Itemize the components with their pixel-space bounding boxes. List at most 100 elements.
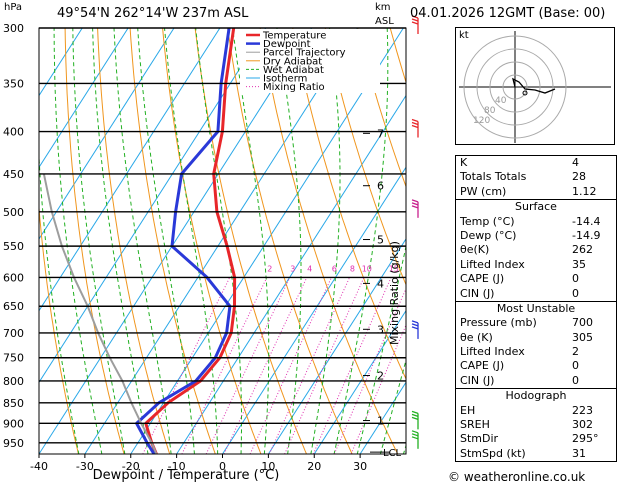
hodograph-label: StmDir (460, 432, 499, 446)
mixing-ratio-line (350, 323, 406, 454)
dry-adiabat-line (292, 28, 406, 381)
surface-label: Temp (°C) (460, 214, 515, 228)
wind-barb-flag (411, 124, 419, 129)
x-tick-label: 10 (261, 460, 275, 473)
hodograph-title: Hodograph (505, 389, 567, 403)
hodograph-row: StmDir 295° (456, 432, 616, 446)
mixing-ratio-tick-label: 15 (389, 264, 399, 273)
hodo-kt-label: kt (459, 30, 469, 41)
dry-adiabat-line (129, 28, 216, 454)
surface-label: CAPE (J) (460, 272, 505, 286)
mixing-ratio-tick-label: 3 (290, 264, 295, 273)
surface-value: 262 (572, 243, 593, 257)
wet-adiabat-line (333, 28, 389, 454)
most-unstable-row: CIN (J) 0 (456, 374, 616, 388)
hodograph-label: SREH (460, 418, 490, 432)
most-unstable-label: θe (K) (460, 330, 493, 344)
mixing-ratio-tick-label: 10 (362, 264, 372, 273)
surface-title: Surface (515, 200, 557, 214)
datetime-title: 04.01.2026 12GMT (Base: 00) (410, 6, 606, 21)
index-value: 1.12 (572, 184, 597, 198)
mixing-ratio-tick-label: 4 (307, 264, 312, 273)
isotherm-line (39, 28, 221, 312)
hodograph-label: StmSpd (kt) (460, 446, 526, 460)
dry-adiabat-line (357, 28, 406, 189)
most-unstable-value: 700 (572, 316, 593, 330)
wind-barb-flag (411, 21, 419, 25)
surface-value: 0 (572, 286, 579, 300)
index-label: PW (cm) (460, 184, 507, 198)
wind-barb-flag (411, 121, 419, 126)
hodo-ring-label: 80 (484, 106, 496, 116)
hodograph-row: EH 223 (456, 404, 616, 418)
wind-barb-flag (411, 430, 419, 434)
series-parcel-trajectory (42, 173, 158, 454)
hodo-ring (476, 48, 554, 126)
x-tick-label: -10 (168, 460, 186, 473)
wind-barbs (411, 15, 419, 449)
x-axis-label: Dewpoint / Temperature (°C) (93, 468, 280, 483)
surface-row: CAPE (J) 0 (456, 272, 616, 286)
pressure-unit: hPa (4, 2, 23, 13)
surface-row: Dewp (°C) -14.9 (456, 229, 616, 243)
hodo-ring-label: 120 (473, 116, 490, 126)
pressure-tick-label: 900 (3, 417, 24, 430)
series-dewpoint (135, 28, 232, 454)
pressure-tick-label: 400 (3, 126, 24, 139)
dry-adiabat-line (259, 28, 399, 454)
legend-label: Dewpoint (263, 39, 311, 50)
wind-barb-flag (411, 436, 419, 440)
isotherm-line (84, 28, 358, 454)
dry-adiabat-line (618, 28, 629, 454)
most-unstable-label: CIN (J) (460, 373, 495, 387)
mixing-ratio-tick-label: 20 (409, 264, 419, 273)
x-tick-label: -40 (30, 460, 48, 473)
isotherm-line (39, 28, 129, 169)
isotherm-line (130, 28, 404, 454)
pressure-tick-label: 800 (3, 375, 24, 388)
legend-label: Dry Adiabat (263, 56, 322, 67)
legend-box (240, 29, 380, 93)
mixing-ratio-axis-label: Mixing Ratio (g/kg) (388, 241, 401, 345)
pressure-tick-label: 600 (3, 271, 24, 284)
pressure-tick-label: 450 (3, 168, 24, 181)
mixing-ratio-line (223, 277, 308, 454)
hodo-ring (489, 61, 541, 113)
location-title: 49°54'N 262°14'W 237m ASL (57, 6, 249, 21)
altitude-tick-label: 1 (377, 415, 384, 428)
hodograph-label: EH (460, 403, 476, 417)
hodo-ring-label: 40 (495, 96, 507, 106)
wind-barb-flag (411, 433, 419, 437)
mixing-ratio-tick-label: 6 (332, 264, 337, 273)
dry-adiabat-line (97, 28, 171, 454)
surface-label: θe(K) (460, 243, 490, 257)
index-label: Totals Totals (460, 170, 527, 184)
wind-barb-flag (411, 118, 419, 123)
legend-label: Temperature (262, 31, 326, 42)
pressure-tick-label: 500 (3, 206, 24, 219)
most-unstable-row: Lifted Index 2 (456, 345, 616, 359)
index-row: PW (cm) 1.12 (456, 185, 616, 199)
legend-label: Isotherm (263, 74, 307, 85)
surface-row: CIN (J) 0 (456, 287, 616, 301)
index-value: 4 (572, 156, 579, 169)
most-unstable-title: Most Unstable (496, 301, 576, 315)
pressure-tick-label: 950 (3, 437, 24, 450)
legend-label: Parcel Trajectory (263, 48, 346, 59)
hodograph-value: 295° (572, 432, 599, 446)
most-unstable-label: Pressure (mb) (460, 316, 537, 330)
surface-row: Temp (°C) -14.4 (456, 215, 616, 229)
isotherm-line (313, 309, 406, 454)
x-tick-label: -20 (122, 460, 140, 473)
mixing-ratio-line (268, 277, 351, 454)
altitude-tick-label: 2 (377, 370, 384, 383)
wind-barb-flag (411, 323, 419, 327)
dry-adiabat-line (194, 28, 307, 454)
mixing-ratio-line (249, 277, 332, 454)
x-tick-label: 30 (353, 460, 367, 473)
credit-text: © weatheronline.co.uk (448, 470, 586, 484)
most-unstable-row: CAPE (J) 0 (456, 359, 616, 373)
